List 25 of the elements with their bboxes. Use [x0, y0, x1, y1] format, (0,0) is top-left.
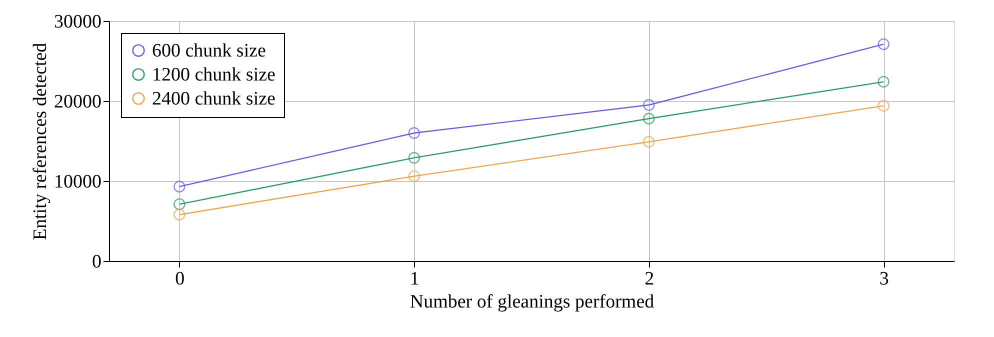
y-axis-title: Entity references detected — [30, 42, 51, 240]
point — [878, 76, 890, 88]
legend-label: 600 chunk size — [152, 40, 266, 62]
y-tick-label: 30000 — [54, 12, 102, 32]
point — [408, 127, 420, 139]
y-tick-label: 10000 — [54, 172, 102, 192]
point — [643, 99, 655, 111]
x-axis-title: Number of gleanings performed — [410, 292, 655, 312]
x-tick-label: 0 — [175, 268, 185, 290]
point — [174, 198, 186, 210]
point — [878, 38, 890, 50]
point — [643, 136, 655, 148]
x-tick-label: 1 — [410, 268, 420, 290]
point — [408, 152, 420, 164]
point — [643, 112, 655, 124]
x-tick-label: 3 — [879, 268, 889, 290]
legend-label: 1200 chunk size — [152, 64, 276, 86]
y-tick-label: 0 — [92, 252, 102, 272]
point — [174, 180, 186, 192]
x-tick-label: 2 — [644, 268, 654, 290]
point — [174, 208, 186, 220]
legend-label: 2400 chunk size — [152, 88, 276, 110]
point — [408, 170, 420, 182]
point — [878, 100, 890, 112]
y-tick-label: 20000 — [54, 92, 102, 112]
